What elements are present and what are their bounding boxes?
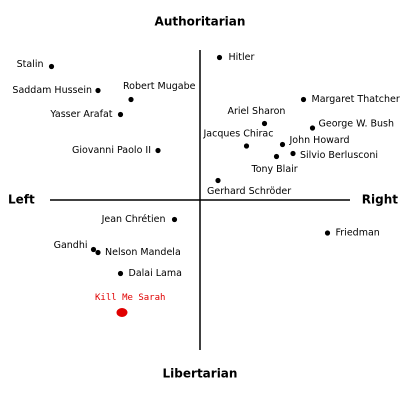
point [324, 230, 331, 236]
point-label: Stalin [17, 59, 44, 70]
bottom-label: Libertarian [163, 367, 238, 381]
point [290, 150, 296, 157]
point [90, 246, 97, 253]
point-label: Dalai Lama [129, 268, 182, 279]
point [155, 147, 161, 154]
point [95, 249, 101, 256]
point-label: Giovanni Paolo II [72, 145, 151, 156]
point [216, 54, 223, 61]
top-label: Authoritarian [155, 15, 246, 29]
highlight-point [116, 308, 128, 317]
point [48, 63, 55, 70]
point-label: Gandhi [54, 240, 88, 251]
point-label: Gerhard Schröder [207, 186, 291, 197]
point [279, 141, 286, 148]
point-label: Margaret Thatcher [312, 94, 400, 105]
point [300, 96, 307, 103]
right-label: Right [362, 193, 398, 207]
point [309, 125, 316, 131]
point-label: George W. Bush [319, 119, 395, 130]
point-label: Nelson Mandela [105, 247, 181, 258]
point [171, 216, 178, 223]
point-label: Hitler [229, 52, 255, 63]
point [128, 96, 134, 103]
point-label: Saddam Hussein [12, 85, 92, 96]
point [117, 270, 124, 277]
point [117, 111, 124, 118]
left-label: Left [8, 193, 35, 207]
point-label: Ariel Sharon [228, 106, 286, 117]
point [261, 120, 268, 127]
point-label: Silvio Berlusconi [300, 150, 378, 161]
point-label: Yasser Arafat [49, 109, 112, 120]
point-label: Jacques Chirac [203, 129, 274, 140]
point-label: Robert Mugabe [123, 81, 196, 92]
point [215, 177, 221, 184]
highlight-label: Kill Me Sarah [95, 293, 165, 303]
point [273, 153, 280, 160]
point [243, 143, 250, 149]
point [95, 87, 101, 94]
point-label: John Howard [289, 135, 350, 146]
point-label: Tony Blair [251, 164, 298, 175]
point-label: Jean Chrétien [101, 214, 166, 225]
point-label: Friedman [336, 228, 380, 239]
